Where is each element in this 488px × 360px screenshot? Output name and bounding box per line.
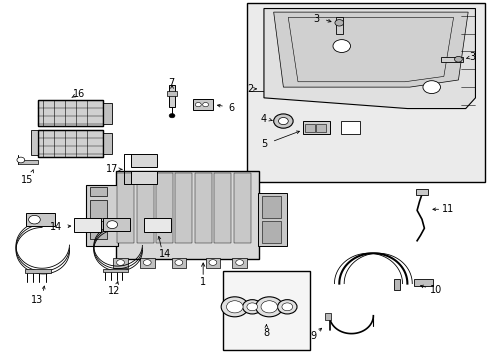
Circle shape	[169, 113, 175, 118]
Bar	[117, 173, 134, 243]
Bar	[90, 200, 107, 217]
Bar	[195, 173, 211, 243]
Bar	[246, 3, 484, 182]
Circle shape	[454, 57, 461, 62]
Bar	[143, 217, 170, 232]
Circle shape	[278, 117, 287, 125]
Bar	[103, 269, 127, 272]
Bar	[26, 213, 55, 226]
Bar	[38, 100, 103, 126]
Circle shape	[235, 260, 243, 265]
Circle shape	[332, 40, 350, 53]
Bar	[38, 100, 103, 126]
Bar	[90, 187, 107, 196]
Circle shape	[116, 260, 124, 265]
Circle shape	[195, 103, 201, 107]
Bar	[233, 173, 250, 243]
Bar	[168, 85, 175, 107]
Text: 11: 11	[441, 204, 453, 214]
Bar	[193, 99, 212, 111]
Bar	[136, 173, 153, 243]
Text: 17: 17	[106, 164, 118, 174]
Circle shape	[246, 303, 257, 311]
Bar	[86, 185, 118, 246]
Bar	[102, 103, 112, 123]
Circle shape	[221, 297, 248, 317]
Bar	[171, 257, 186, 267]
Polygon shape	[30, 130, 38, 155]
Circle shape	[107, 221, 117, 229]
Text: 2: 2	[247, 84, 253, 94]
Bar	[305, 123, 314, 132]
Polygon shape	[273, 12, 467, 87]
Bar	[116, 171, 259, 258]
Bar	[130, 171, 157, 184]
Circle shape	[208, 260, 216, 265]
Circle shape	[273, 114, 292, 128]
Circle shape	[334, 19, 343, 26]
Bar	[38, 130, 103, 157]
Circle shape	[422, 81, 440, 94]
Bar	[156, 173, 173, 243]
Circle shape	[255, 297, 283, 317]
Bar	[335, 18, 343, 33]
Bar	[261, 196, 281, 217]
Text: 6: 6	[228, 103, 234, 113]
Bar	[222, 271, 309, 350]
Text: 7: 7	[168, 78, 174, 88]
Bar	[102, 133, 112, 154]
Bar	[74, 217, 101, 232]
Text: 5: 5	[260, 139, 266, 149]
Bar	[261, 221, 281, 243]
Bar	[316, 123, 325, 132]
Polygon shape	[19, 160, 38, 164]
Bar	[258, 193, 287, 246]
Bar	[38, 130, 103, 157]
Circle shape	[242, 300, 262, 314]
Text: 10: 10	[428, 285, 441, 295]
Bar	[90, 221, 107, 239]
Bar	[103, 218, 130, 231]
Bar	[166, 91, 177, 96]
Bar	[25, 269, 51, 273]
Text: 14: 14	[50, 222, 62, 232]
Circle shape	[202, 103, 208, 107]
Bar	[140, 257, 154, 267]
Bar	[302, 121, 329, 134]
Bar	[232, 257, 246, 267]
Text: 12: 12	[108, 286, 120, 296]
Bar	[130, 154, 157, 167]
Bar	[393, 279, 399, 290]
Text: 16: 16	[73, 89, 85, 99]
Circle shape	[282, 303, 292, 311]
Text: 4: 4	[261, 114, 266, 124]
Circle shape	[277, 300, 296, 314]
Bar	[415, 189, 427, 195]
Bar	[340, 121, 360, 134]
Circle shape	[226, 301, 243, 313]
Text: 14: 14	[158, 249, 170, 259]
Circle shape	[175, 260, 183, 265]
Bar	[113, 257, 127, 267]
Circle shape	[261, 301, 277, 313]
Bar	[413, 279, 432, 286]
Text: 13: 13	[31, 295, 43, 305]
Circle shape	[29, 215, 40, 224]
Polygon shape	[264, 9, 474, 109]
Text: 8: 8	[263, 328, 269, 338]
Bar	[175, 173, 192, 243]
Text: 1: 1	[200, 277, 206, 287]
Bar	[441, 57, 462, 62]
Bar	[205, 257, 220, 267]
Text: 3: 3	[313, 14, 319, 24]
Text: 3: 3	[468, 52, 474, 62]
Bar	[325, 313, 330, 320]
Circle shape	[17, 157, 25, 163]
Text: 9: 9	[310, 332, 316, 342]
Circle shape	[143, 260, 151, 265]
Text: 15: 15	[20, 175, 33, 185]
Bar	[214, 173, 231, 243]
